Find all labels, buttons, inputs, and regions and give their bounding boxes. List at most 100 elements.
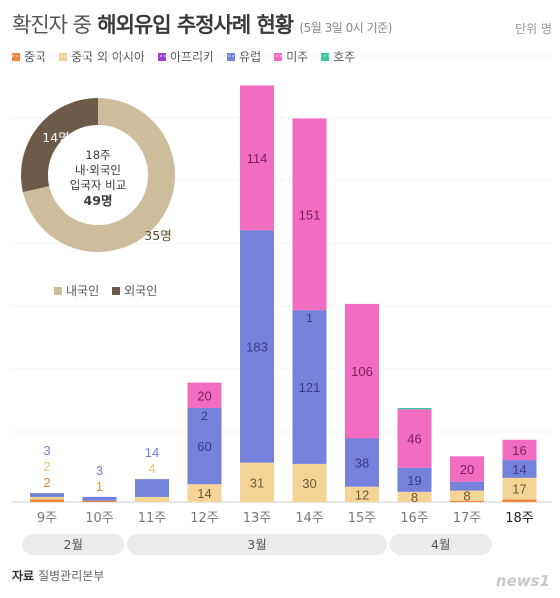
legend-swatch: [59, 52, 68, 61]
data-label: 2: [201, 409, 208, 423]
data-label: 17: [512, 482, 526, 497]
month-pill: [127, 534, 387, 555]
data-label: 16: [512, 443, 526, 458]
bar-segment: [240, 462, 274, 502]
donut-legend-label: 내국인: [66, 284, 100, 298]
x-tick-label: 9주: [37, 511, 57, 526]
bar-segment: [82, 500, 117, 502]
month-label: 2월: [64, 537, 83, 552]
month-label: 3월: [247, 537, 266, 552]
bar-segment: [292, 463, 327, 502]
donut-legend-swatch: [112, 286, 121, 295]
data-label: 8: [463, 489, 470, 504]
legend-swatch: [227, 52, 236, 61]
source-note: 자료 질병관리본부: [12, 567, 104, 584]
data-label: 8: [411, 490, 418, 505]
bar-segment: [30, 499, 64, 502]
data-label: 4: [148, 461, 155, 476]
x-tick-label: 12주: [190, 511, 219, 526]
donut-slice: [22, 98, 175, 252]
source-text: 질병관리본부: [38, 569, 105, 583]
bar-segment: [450, 490, 484, 501]
donut-slice: [20, 98, 98, 193]
bar-segment: [187, 382, 222, 409]
unit-label: 단위 명: [515, 22, 552, 36]
donut-center-line2: 내·외국인: [75, 163, 121, 177]
month-pill: [389, 534, 492, 555]
x-tick-label: 10주: [85, 511, 114, 526]
data-label: 1: [306, 311, 313, 325]
donut-center-total: 49명: [83, 193, 113, 208]
title-part1: 확진자 중: [12, 13, 92, 37]
bar-segment: [187, 408, 222, 485]
data-label: 183: [246, 339, 268, 354]
x-tick-label: 15주: [348, 511, 377, 526]
bar-segment: [450, 500, 484, 502]
title-part2: 해외유입 추정사례 현황: [97, 13, 294, 37]
data-label: 30: [302, 476, 316, 491]
donut-slice-label: 14명: [42, 130, 69, 145]
x-tick-label: 16주: [400, 511, 429, 526]
data-label: 151: [299, 207, 321, 222]
donut-center-week: 18주: [85, 148, 111, 162]
bar-segment: [240, 230, 274, 463]
bar-segment: [397, 467, 432, 492]
bar-segment: [450, 481, 484, 491]
data-label: 3: [43, 443, 50, 458]
legend-item: 미주: [274, 48, 308, 65]
bar-segment: [502, 477, 537, 500]
legend-label: 중국: [24, 50, 47, 64]
legend-item: 중국 외 아시아: [59, 48, 145, 65]
donut-legend-item: 내국인: [54, 282, 99, 299]
data-label: 14: [512, 462, 526, 477]
legend-label: 아프리카: [169, 50, 215, 64]
bar-segment: [502, 439, 537, 461]
legend-label: 호주: [333, 50, 356, 64]
chart-title: 확진자 중 해외유입 추정사례 현황 (5월 3일 0시 기준): [12, 9, 392, 39]
bar-segment: [30, 493, 64, 497]
bar-segment: [450, 456, 484, 482]
legend-label: 미주: [286, 50, 309, 64]
donut-slice-label: 35명: [144, 228, 171, 243]
data-label: 20: [197, 388, 211, 403]
data-label: 14: [145, 445, 159, 460]
bar-segment: [345, 438, 379, 487]
data-label: 2: [43, 459, 50, 474]
data-label: 1: [96, 479, 103, 494]
bar-segment: [397, 491, 432, 502]
donut-legend-swatch: [54, 286, 62, 295]
bar-segment: [82, 496, 117, 501]
bar-segment: [345, 486, 379, 502]
data-label: 20: [460, 462, 474, 477]
x-tick-label: 13주: [243, 511, 272, 526]
data-label: 2: [43, 475, 50, 490]
donut-legend: 내국인 외국인: [54, 282, 170, 299]
bar-segment: [502, 460, 537, 478]
x-tick-label: 17주: [453, 511, 482, 526]
donut-center-line3: 입국자 비교: [69, 178, 127, 192]
bar-segment: [240, 85, 274, 231]
data-label: 46: [407, 432, 421, 447]
bar-segment: [292, 118, 327, 311]
news1-logo: news1: [495, 572, 550, 590]
bar-segment: [187, 484, 222, 502]
bar-segment: [135, 496, 169, 502]
x-tick-label: 14주: [295, 511, 324, 526]
month-label: 4월: [431, 537, 450, 552]
donut-legend-label: 외국인: [124, 284, 158, 298]
bar-segment: [502, 499, 537, 502]
donut-center-text: 18주 내·외국인 입국자 비교 49명: [48, 148, 148, 208]
legend-item: 유럽: [227, 48, 261, 65]
data-label: 114: [247, 151, 268, 166]
data-label: 14: [197, 486, 211, 501]
data-label: 106: [351, 364, 373, 379]
bar-segment: [397, 408, 432, 410]
month-pill: [22, 534, 125, 555]
donut-hole: [48, 125, 148, 225]
legend-label: 유럽: [239, 50, 262, 64]
data-label: 12: [355, 487, 369, 502]
bar-segment: [30, 496, 64, 500]
title-subtitle: (5월 3일 0시 기준): [299, 21, 392, 35]
bar-segment: [397, 409, 432, 468]
